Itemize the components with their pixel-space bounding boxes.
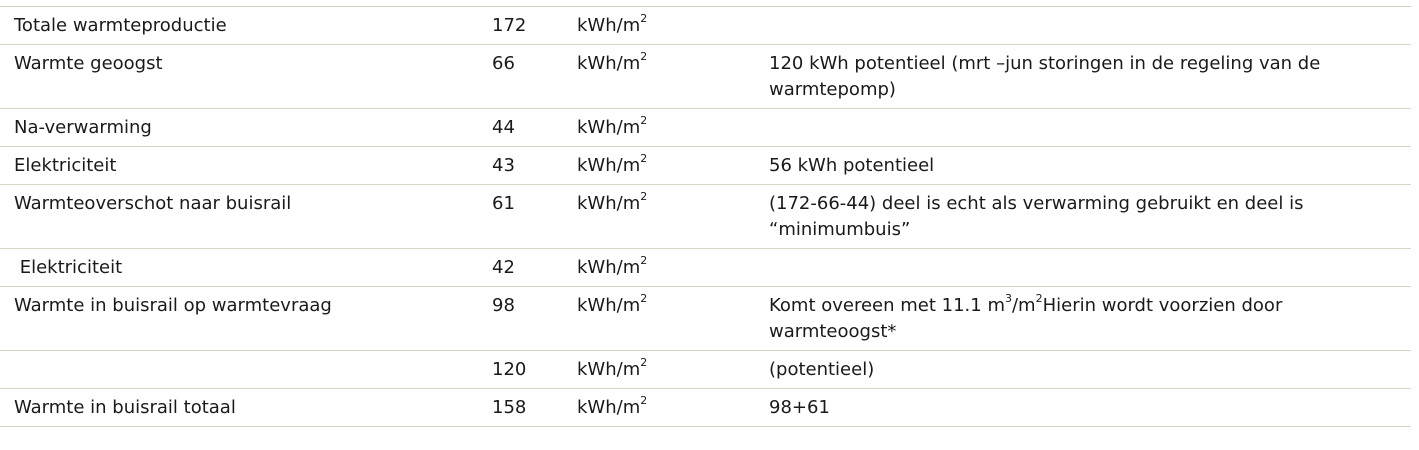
table-row: 120 kWh/m2 (potentieel): [0, 351, 1411, 389]
row-value: 172: [492, 15, 527, 36]
row-label: Warmte in buisrail totaal: [14, 397, 236, 418]
row-value: 66: [492, 53, 515, 74]
row-note: [769, 249, 1411, 286]
table-row: Elektriciteit 42 kWh/m2: [0, 249, 1411, 287]
row-label: Totale warmteproductie: [14, 15, 227, 36]
row-note: 56 kWh potentieel: [769, 155, 935, 176]
row-value: 44: [492, 117, 515, 138]
row-note: (172-66-44) deel is echt als verwarming …: [769, 193, 1304, 240]
table-row: Na-verwarming 44 kWh/m2: [0, 109, 1411, 147]
row-unit: kWh/m2: [577, 190, 648, 214]
row-label: Elektriciteit: [14, 155, 117, 176]
row-label: Elektriciteit: [14, 257, 123, 278]
row-unit: kWh/m2: [577, 12, 648, 36]
row-note: Komt overeen met 11.1 m3/m2Hierin wordt …: [769, 292, 1283, 342]
row-label: [0, 351, 492, 388]
row-label: Warmte geoogst: [14, 53, 163, 74]
row-unit: kWh/m2: [577, 152, 648, 176]
row-unit: kWh/m2: [577, 254, 648, 278]
row-unit: kWh/m2: [577, 50, 648, 74]
table-row: Warmte in buisrail op warmtevraag 98 kWh…: [0, 287, 1411, 351]
row-value: 43: [492, 155, 515, 176]
row-note: (potentieel): [769, 359, 875, 380]
row-label: Warmte in buisrail op warmtevraag: [14, 295, 332, 316]
table-row: Elektriciteit 43 kWh/m2 56 kWh potentiee…: [0, 147, 1411, 185]
row-value: 158: [492, 397, 527, 418]
row-value: 98: [492, 295, 515, 316]
row-value: 42: [492, 257, 515, 278]
table-row: Warmteoverschot naar buisrail 61 kWh/m2 …: [0, 185, 1411, 249]
row-unit: kWh/m2: [577, 114, 648, 138]
row-unit: kWh/m2: [577, 356, 648, 380]
row-value: 61: [492, 193, 515, 214]
row-label: Na-verwarming: [14, 117, 152, 138]
energy-table: Totale warmteproductie 172 kWh/m2 Warmte…: [0, 6, 1411, 427]
table-row: Totale warmteproductie 172 kWh/m2: [0, 7, 1411, 45]
row-note: [769, 109, 1411, 146]
row-unit: kWh/m2: [577, 394, 648, 418]
row-unit: kWh/m2: [577, 292, 648, 316]
table-row: Warmte in buisrail totaal 158 kWh/m2 98+…: [0, 389, 1411, 427]
row-note: [769, 7, 1411, 44]
row-label: Warmteoverschot naar buisrail: [14, 193, 292, 214]
row-note: 120 kWh potentieel (mrt –jun storingen i…: [769, 53, 1321, 100]
table-row: Warmte geoogst 66 kWh/m2 120 kWh potenti…: [0, 45, 1411, 109]
row-note: 98+61: [769, 397, 830, 418]
row-value: 120: [492, 359, 527, 380]
